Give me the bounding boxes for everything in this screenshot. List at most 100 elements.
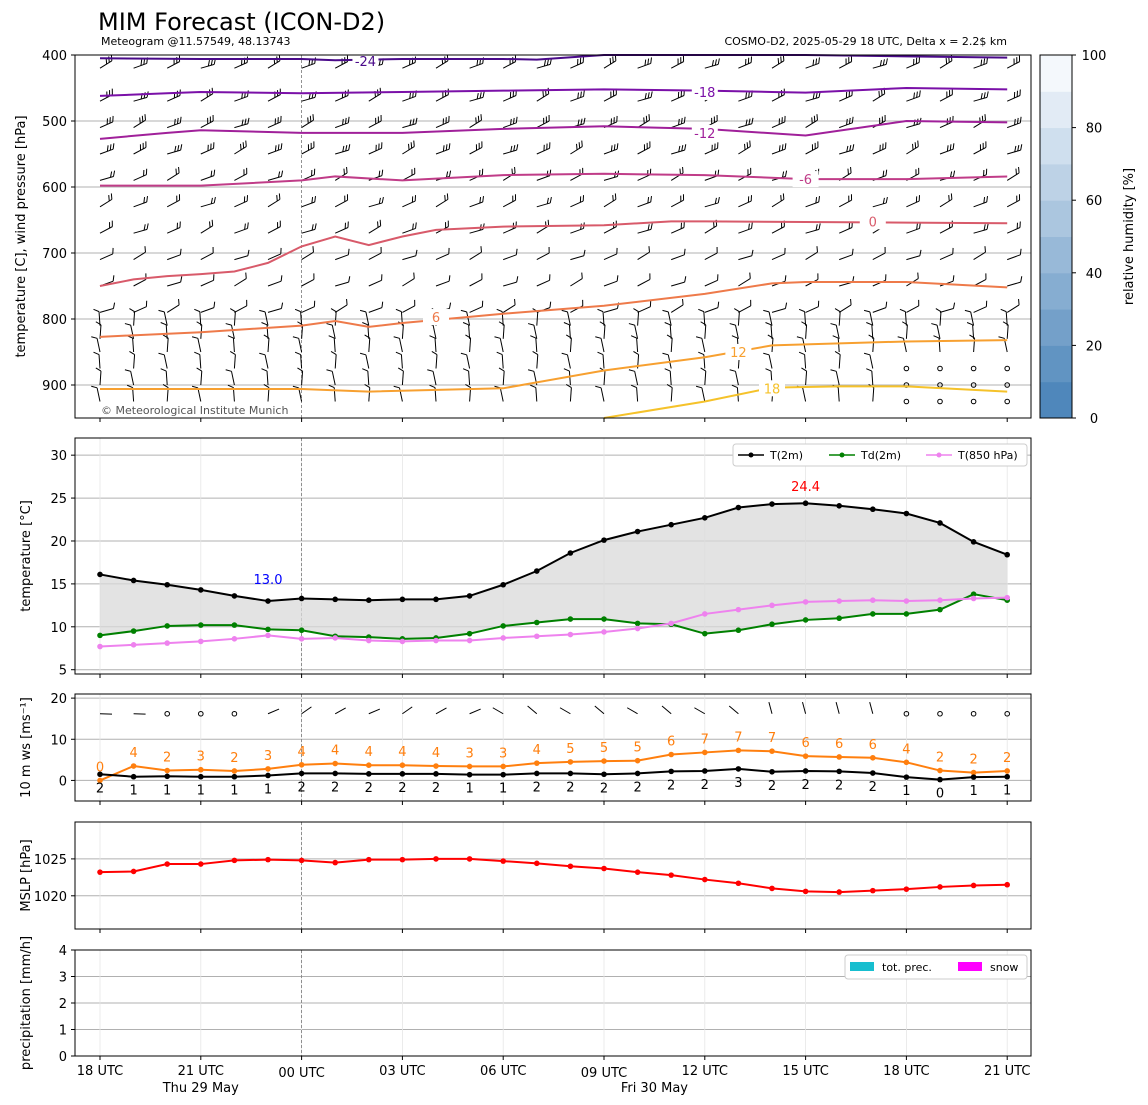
wind-barb (527, 705, 538, 715)
wind-barb (469, 62, 483, 69)
wind-barb-feather (949, 144, 952, 151)
wind-barb-feather (931, 323, 938, 326)
wind-barb-feather (274, 145, 277, 152)
t850-point (937, 597, 943, 603)
mean-wind-point (466, 771, 473, 778)
wind-barb (200, 370, 203, 386)
wind-barb (671, 149, 685, 155)
wind-barb-feather (650, 223, 653, 230)
wind-barb (1005, 311, 1008, 326)
colorbar-band (1040, 127, 1072, 165)
mslp-point (870, 887, 876, 894)
wind-barb-feather (241, 119, 244, 126)
wind-barb-feather (1019, 116, 1022, 123)
wind-barb-feather (448, 275, 451, 282)
y-axis-label: temperature [°C] (19, 500, 34, 612)
wind-barb-feather (297, 367, 303, 372)
wind-barb-feather (563, 368, 570, 372)
wind-barb-feather (784, 170, 788, 177)
t850-point (769, 602, 775, 609)
wind-barb (267, 308, 282, 313)
wind-barb (200, 279, 214, 287)
wind-barb (602, 311, 605, 326)
wind-barb-feather (765, 368, 772, 372)
pressure-panel: -24 -18 -12 -6 0 6 12 18 400 500 600 700 800 900 tempe… (14, 49, 1032, 422)
wind-barb (669, 370, 672, 386)
wind-barb (232, 337, 235, 353)
wind-barb-feather (413, 140, 415, 147)
wind-barb (536, 202, 551, 208)
t850-point (399, 638, 406, 645)
wind-barb (133, 96, 148, 102)
mslp-point (433, 856, 439, 862)
wind-barb (535, 337, 538, 353)
wind-barb-feather (679, 168, 681, 175)
wind-barb-feather (912, 143, 914, 150)
wind-barb-feather (1020, 276, 1023, 283)
t2m-point (366, 597, 372, 603)
wind-barb (671, 254, 685, 261)
wind-barb-feather (429, 335, 436, 339)
wind-barb (837, 387, 840, 402)
wind-barb-feather (818, 195, 820, 203)
wind-barb (536, 354, 539, 369)
wind-barb (1007, 254, 1021, 261)
wind-barb (335, 122, 349, 129)
mslp-point (130, 868, 137, 875)
mslp-point (634, 869, 641, 875)
wind-barb (636, 387, 639, 402)
wind-barb-feather (91, 336, 98, 339)
y-axis-label: MSLP [hPa] (19, 839, 34, 911)
temperature-panel: 5 10 15 20 25 30 temperature [°C] 13.0 24.4 (19, 437, 1032, 679)
wind-barb (768, 311, 773, 326)
y-tick-label: 1025 (34, 853, 67, 868)
wind-barb-feather (465, 334, 471, 339)
wind-barb (435, 94, 449, 102)
t850-point (836, 598, 842, 604)
y-tick-label: 900 (42, 379, 67, 394)
wind-barb-feather (647, 197, 650, 204)
wind-barb (603, 370, 606, 386)
wind-barb-feather (158, 352, 165, 356)
wind-barb (1006, 199, 1020, 208)
gust-point (634, 757, 641, 764)
t850-point (366, 637, 372, 644)
x-tick-label: 06 UTC (480, 1064, 526, 1079)
wind-barb-feather (259, 352, 266, 356)
wind-barb-feather (347, 248, 350, 255)
mean-wind-point (130, 773, 137, 780)
wind-barb (468, 324, 471, 339)
wind-barb-feather (882, 170, 885, 177)
t2m-point (298, 595, 305, 602)
wind-barb-feather (245, 140, 247, 147)
y-tick-label: 3 (59, 971, 67, 986)
wind-barb (804, 354, 807, 369)
t2m-point (601, 537, 607, 543)
gust-label: 4 (297, 745, 305, 760)
wind-barb-feather (326, 323, 333, 326)
t850-point (164, 640, 170, 646)
wind-barb-feather (645, 115, 648, 122)
isotherm-label: 0 (869, 215, 877, 230)
wind-barb-feather (326, 369, 333, 372)
wind-barb-feather (530, 384, 537, 388)
colorbar-label: relative humidity [%] (1122, 168, 1137, 305)
mslp-point (466, 856, 473, 862)
mean-wind-point (433, 771, 439, 777)
wind-barb-feather (866, 322, 873, 326)
wind-barb-feather (885, 169, 888, 176)
wind-barb-feather (796, 336, 803, 339)
wind-barb-feather (377, 221, 379, 228)
wind-barb (670, 95, 685, 102)
wind-barb-feather (346, 166, 348, 174)
t850-line (99, 596, 1008, 648)
wind-barb (768, 354, 773, 369)
wind-barb-feather (209, 221, 211, 228)
mean-wind-label: 1 (499, 782, 507, 797)
wind-barb-feather (109, 144, 112, 151)
wind-barb (99, 176, 114, 181)
gust-label: 6 (869, 738, 877, 753)
y-axis-label: 10 m ws [ms⁻¹] (19, 697, 34, 798)
wind-barb-feather (885, 58, 888, 65)
wind-barb-feather (729, 369, 736, 372)
